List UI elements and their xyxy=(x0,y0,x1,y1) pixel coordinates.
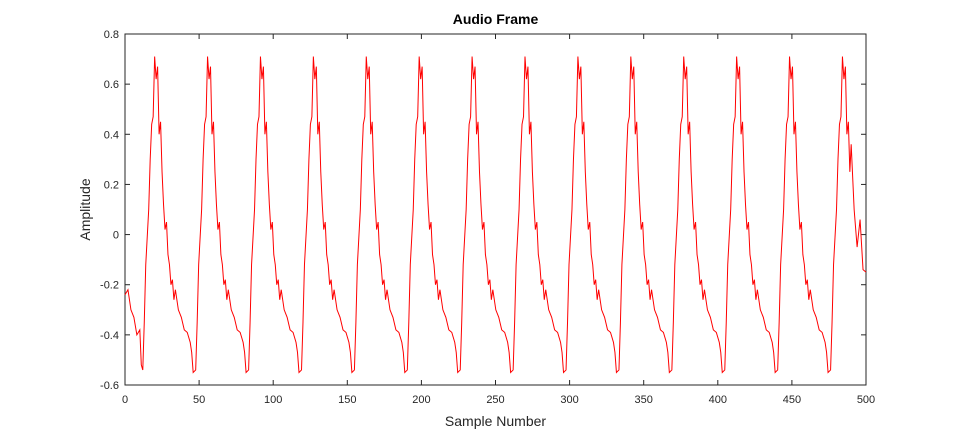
x-tick-label: 500 xyxy=(857,394,875,406)
x-tick-label: 300 xyxy=(560,394,578,406)
y-tick-label: -0.6 xyxy=(100,380,119,392)
y-tick-label: 0.6 xyxy=(104,79,119,91)
x-tick-label: 250 xyxy=(486,394,504,406)
x-tick-label: 100 xyxy=(264,394,282,406)
x-axis-label: Sample Number xyxy=(445,413,546,429)
x-tick-label: 350 xyxy=(635,394,653,406)
x-tick-label: 200 xyxy=(412,394,430,406)
x-tick-label: 50 xyxy=(193,394,205,406)
y-tick-label: 0.8 xyxy=(104,29,119,41)
plot-area xyxy=(124,33,867,386)
x-axis-ticks: 0 50 100 150 200 250 300 350 400 450 500 xyxy=(122,34,875,406)
y-tick-label: 0.2 xyxy=(104,179,119,191)
y-tick-label: 0 xyxy=(113,230,119,242)
y-tick-label: -0.2 xyxy=(100,280,119,292)
x-tick-label: 450 xyxy=(783,394,801,406)
x-tick-label: 400 xyxy=(709,394,727,406)
audio-signal-line xyxy=(124,56,867,374)
y-tick-label: 0.4 xyxy=(104,129,119,141)
chart-title: Audio Frame xyxy=(453,11,539,27)
x-tick-label: 150 xyxy=(338,394,356,406)
y-tick-label: -0.4 xyxy=(100,330,119,342)
y-axis-label: Amplitude xyxy=(77,178,93,240)
y-axis-ticks: -0.6 -0.4 -0.2 0 0.2 0.4 0.6 0.8 xyxy=(100,29,866,392)
x-tick-label: 0 xyxy=(122,394,128,406)
